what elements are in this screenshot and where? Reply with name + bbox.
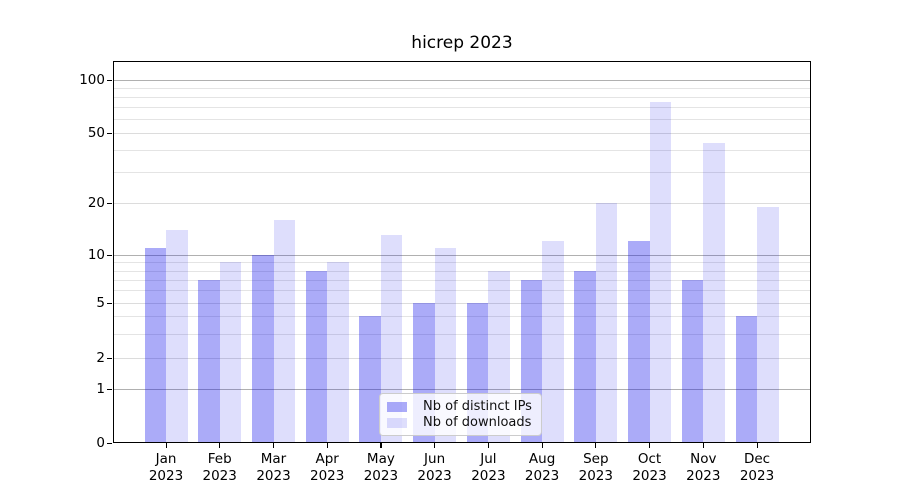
x-tick-mark xyxy=(702,443,704,448)
y-tick-mark xyxy=(107,79,112,81)
x-tick-mark xyxy=(756,443,758,448)
bar-downloads-may xyxy=(380,235,403,443)
y-tick-mark xyxy=(107,302,112,304)
bar-downloads-nov xyxy=(703,142,725,443)
x-tick-mark xyxy=(380,443,382,448)
y-gridline-minor xyxy=(114,270,810,272)
bar-downloads-oct xyxy=(649,102,671,443)
x-tick-label-may: May 2023 xyxy=(363,451,399,484)
y-tick-label: 2 xyxy=(96,350,105,366)
y-gridline-minor xyxy=(114,303,810,304)
y-tick-mark xyxy=(107,442,112,444)
y-gridline-minor xyxy=(114,316,810,318)
bar-distinct-ips-sep xyxy=(574,270,596,443)
y-gridline-major xyxy=(114,80,810,81)
y-tick-label: 5 xyxy=(96,295,105,311)
x-tick-mark xyxy=(487,443,490,448)
bar-distinct-ips-feb xyxy=(198,279,220,443)
y-gridline-minor xyxy=(114,97,810,99)
x-tick-mark xyxy=(219,443,221,448)
y-gridline-major xyxy=(114,389,810,390)
y-gridline-minor xyxy=(114,262,810,264)
bar-distinct-ips-jan xyxy=(144,247,166,443)
y-tick-mark xyxy=(107,388,112,390)
y-gridline-minor xyxy=(114,358,810,359)
bar-distinct-ips-apr xyxy=(305,270,328,443)
legend: Nb of distinct IPs Nb of downloads xyxy=(379,393,542,436)
bar-downloads-sep xyxy=(595,203,618,443)
x-tick-mark xyxy=(649,443,651,448)
x-tick-label-apr: Apr 2023 xyxy=(310,451,345,484)
x-tick-mark xyxy=(541,443,543,448)
bar-downloads-feb xyxy=(219,262,242,443)
x-tick-label-nov: Nov 2023 xyxy=(686,451,721,484)
y-tick-label: 20 xyxy=(87,195,105,211)
y-gridline-minor xyxy=(114,133,810,134)
bar-downloads-mar xyxy=(273,219,295,443)
y-tick-label: 100 xyxy=(79,72,105,88)
bar-distinct-ips-may xyxy=(359,316,381,443)
y-gridline-minor xyxy=(114,150,810,151)
y-tick-label: 0 xyxy=(96,435,105,451)
y-gridline-major xyxy=(114,255,810,256)
legend-label-distinct-ips: Nb of distinct IPs xyxy=(423,399,532,414)
bar-distinct-ips-mar xyxy=(252,255,274,443)
x-tick-mark xyxy=(595,443,597,448)
bar-distinct-ips-oct xyxy=(628,241,650,443)
bar-distinct-ips-dec xyxy=(735,316,757,443)
y-gridline-minor xyxy=(114,107,810,109)
y-gridline-minor xyxy=(114,203,810,204)
x-tick-label-sep: Sep 2023 xyxy=(578,451,613,484)
bar-downloads-dec xyxy=(757,206,779,443)
chart-title: hicrep 2023 xyxy=(411,33,513,53)
y-tick-label: 1 xyxy=(96,381,105,397)
y-gridline-minor xyxy=(114,290,810,292)
x-tick-mark xyxy=(326,443,328,448)
y-tick-mark xyxy=(107,254,112,256)
y-gridline-minor xyxy=(114,88,810,90)
legend-swatch-distinct-ips xyxy=(387,401,407,412)
x-tick-mark xyxy=(434,443,436,448)
y-tick-mark xyxy=(107,202,112,204)
x-tick-mark xyxy=(273,443,275,448)
x-tick-label-jul: Jul 2023 xyxy=(471,451,506,484)
x-tick-label-mar: Mar 2023 xyxy=(256,451,291,484)
legend-label-downloads: Nb of downloads xyxy=(423,415,532,430)
bar-downloads-apr xyxy=(327,262,349,443)
x-tick-label-dec: Dec 2023 xyxy=(739,451,775,484)
bar-downloads-jan xyxy=(166,229,188,443)
x-tick-label-jun: Jun 2023 xyxy=(417,451,452,484)
legend-item-distinct-ips: Nb of distinct IPs xyxy=(387,399,535,414)
y-gridline-minor xyxy=(114,119,810,121)
x-tick-mark xyxy=(165,443,167,448)
x-tick-label-feb: Feb 2023 xyxy=(202,451,237,484)
y-gridline-minor xyxy=(114,172,810,173)
x-tick-label-oct: Oct 2023 xyxy=(632,451,667,484)
y-gridline-minor xyxy=(114,333,810,335)
legend-swatch-downloads xyxy=(387,417,407,428)
bar-distinct-ips-nov xyxy=(681,279,704,443)
y-tick-mark xyxy=(107,357,112,359)
y-gridline-minor xyxy=(114,279,810,281)
y-tick-label: 50 xyxy=(87,125,105,141)
bar-downloads-aug xyxy=(542,241,564,443)
x-tick-label-aug: Aug 2023 xyxy=(524,451,560,484)
legend-item-downloads: Nb of downloads xyxy=(387,415,535,430)
x-tick-label-jan: Jan 2023 xyxy=(148,451,184,484)
y-tick-mark xyxy=(107,132,112,134)
y-tick-label: 10 xyxy=(87,247,105,263)
